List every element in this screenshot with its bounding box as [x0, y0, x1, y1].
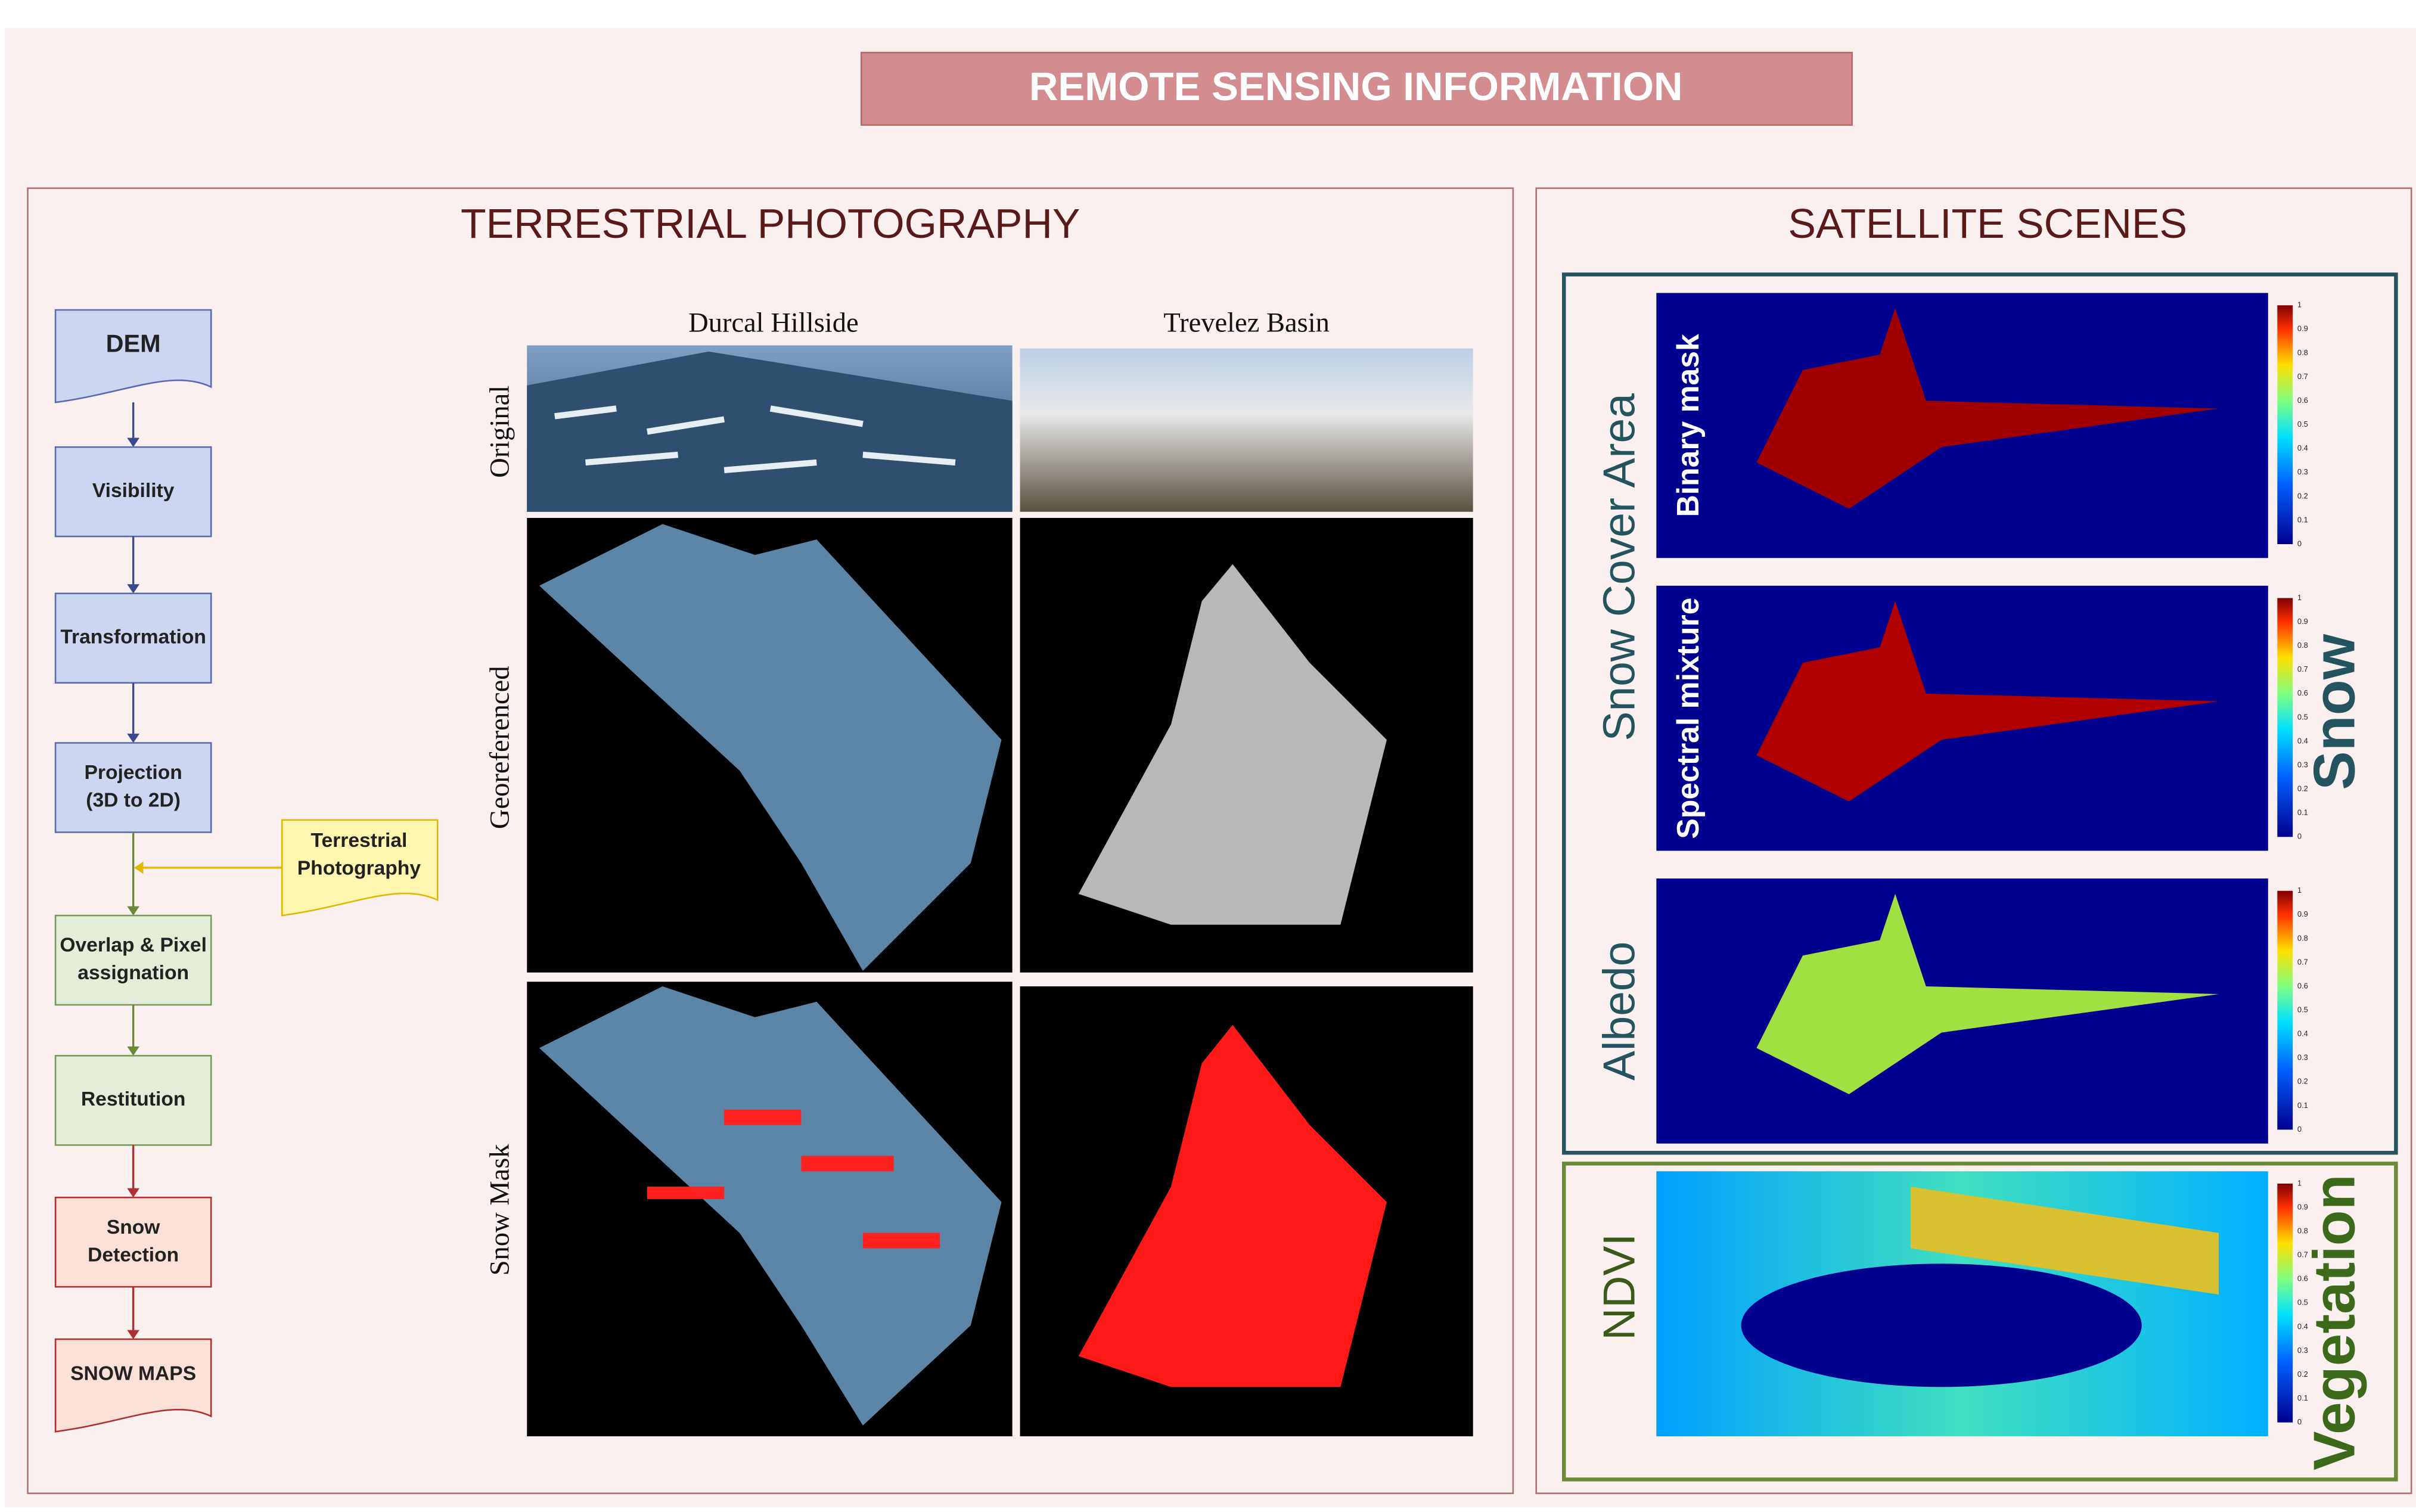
colorbar-tick-label: 0.5 — [2297, 712, 2308, 721]
flow-node-label: Detection — [88, 1244, 179, 1266]
flow-node-label: Overlap & Pixel — [60, 934, 207, 957]
colorbar-tick-label: 0.9 — [2297, 617, 2308, 626]
colorbar-tick-label: 0.7 — [2297, 665, 2308, 673]
column-label: Durcal Hillside — [688, 308, 858, 339]
colorbar-tick-label: 0.7 — [2297, 1250, 2308, 1259]
colorbar-tick-label: 0.3 — [2297, 760, 2308, 769]
colorbar-tick-label: 0.2 — [2297, 1077, 2308, 1086]
colorbar-tick-label: 0.8 — [2297, 348, 2308, 357]
colorbar-tick-label: 0.1 — [2297, 1393, 2308, 1402]
colorbar-tick-label: 0 — [2297, 1417, 2302, 1426]
group-label: Snow Cover Area — [1594, 393, 1644, 741]
colorbar-tick-label: 0.5 — [2297, 1298, 2308, 1307]
colorbar-tick-label: 1 — [2297, 1178, 2302, 1187]
colorbar-tick-label: 0 — [2297, 1125, 2302, 1134]
colorbar-tick-label: 0.7 — [2297, 957, 2308, 966]
colorbar-tick-label: 0.8 — [2297, 641, 2308, 650]
flow-node — [55, 915, 211, 1005]
colorbar-tick-label: 0.2 — [2297, 491, 2308, 500]
colorbar-tick-label: 0.5 — [2297, 1005, 2308, 1014]
colorbar-tick-label: 0.6 — [2297, 981, 2308, 990]
colorbar-tick-label: 1 — [2297, 593, 2302, 602]
flow-node-label: Transformation — [60, 626, 206, 648]
colorbar-tick-label: 0.4 — [2297, 736, 2308, 745]
flow-node-label: SNOW MAPS — [70, 1362, 196, 1384]
colorbar — [2277, 1184, 2293, 1423]
panel-label: NDVI — [1594, 1234, 1644, 1340]
flow-input-label: Terrestrial — [310, 830, 407, 852]
colorbar-tick-label: 0.1 — [2297, 808, 2308, 817]
satellite-title: SATELLITE SCENES — [1788, 200, 2187, 247]
flow-node-label: DEM — [106, 330, 161, 357]
colorbar-tick-label: 0.2 — [2297, 784, 2308, 793]
terrestrial-title: TERRESTRIAL PHOTOGRAPHY — [461, 200, 1080, 247]
colorbar-tick-label: 0.6 — [2297, 688, 2308, 697]
category-label: Vegetation — [2302, 1174, 2367, 1470]
flow-node-label: Visibility — [92, 480, 175, 502]
colorbar-tick-label: 0.3 — [2297, 1346, 2308, 1355]
colorbar-tick-label: 0.3 — [2297, 1053, 2308, 1062]
column-label: Trevelez Basin — [1163, 308, 1330, 339]
colorbar-tick-label: 0.3 — [2297, 467, 2308, 476]
colorbar-tick-label: 0.9 — [2297, 909, 2308, 918]
colorbar — [2277, 305, 2293, 544]
row-label: Georeferenced — [485, 666, 516, 829]
colorbar-tick-label: 1 — [2297, 886, 2302, 895]
sat-ndvi-low — [1741, 1263, 2142, 1387]
colorbar — [2277, 891, 2293, 1130]
row-label: Snow Mask — [485, 1144, 516, 1276]
figure: REMOTE SENSING INFORMATION TERRESTRIAL P… — [0, 0, 2416, 1512]
colorbar-tick-label: 0.9 — [2297, 324, 2308, 333]
colorbar — [2277, 598, 2293, 837]
colorbar-tick-label: 1 — [2297, 300, 2302, 309]
flow-input-label: Photography — [297, 857, 421, 879]
page: REMOTE SENSING INFORMATION TERRESTRIAL P… — [0, 0, 2416, 1512]
colorbar-tick-label: 0 — [2297, 539, 2302, 548]
colorbar-tick-label: 0.1 — [2297, 1101, 2308, 1110]
row-label: Original — [485, 386, 516, 478]
flow-node-label: (3D to 2D) — [86, 790, 181, 812]
panel-label: Albedo — [1594, 942, 1644, 1081]
flow-node — [55, 743, 211, 833]
flow-node — [55, 1197, 211, 1287]
flow-node-label: Restitution — [81, 1088, 186, 1110]
photo — [1020, 349, 1473, 512]
category-label: Snow — [2302, 634, 2367, 790]
colorbar-tick-label: 0.8 — [2297, 1227, 2308, 1235]
colorbar-tick-label: 0.9 — [2297, 1202, 2308, 1211]
colorbar-tick-label: 0.5 — [2297, 420, 2308, 429]
panel-label: Spectral mixture — [1670, 598, 1705, 839]
colorbar-tick-label: 0.2 — [2297, 1370, 2308, 1379]
colorbar-tick-label: 0.4 — [2297, 443, 2308, 452]
colorbar-tick-label: 0.6 — [2297, 396, 2308, 405]
colorbar-tick-label: 0.1 — [2297, 515, 2308, 524]
flow-node-label: assignation — [77, 962, 189, 984]
panel-label: Binary mask — [1670, 334, 1705, 517]
colorbar-tick-label: 0.8 — [2297, 933, 2308, 942]
colorbar-tick-label: 0.6 — [2297, 1274, 2308, 1283]
colorbar-tick-label: 0.7 — [2297, 372, 2308, 381]
flow-node-label: Snow — [107, 1216, 160, 1238]
colorbar-tick-label: 0.4 — [2297, 1029, 2308, 1038]
colorbar-tick-label: 0.4 — [2297, 1322, 2308, 1331]
header-title: REMOTE SENSING INFORMATION — [1029, 64, 1683, 109]
photo-grid — [527, 345, 1473, 1436]
colorbar-tick-label: 0 — [2297, 832, 2302, 841]
flow-node-label: Projection — [84, 762, 182, 784]
